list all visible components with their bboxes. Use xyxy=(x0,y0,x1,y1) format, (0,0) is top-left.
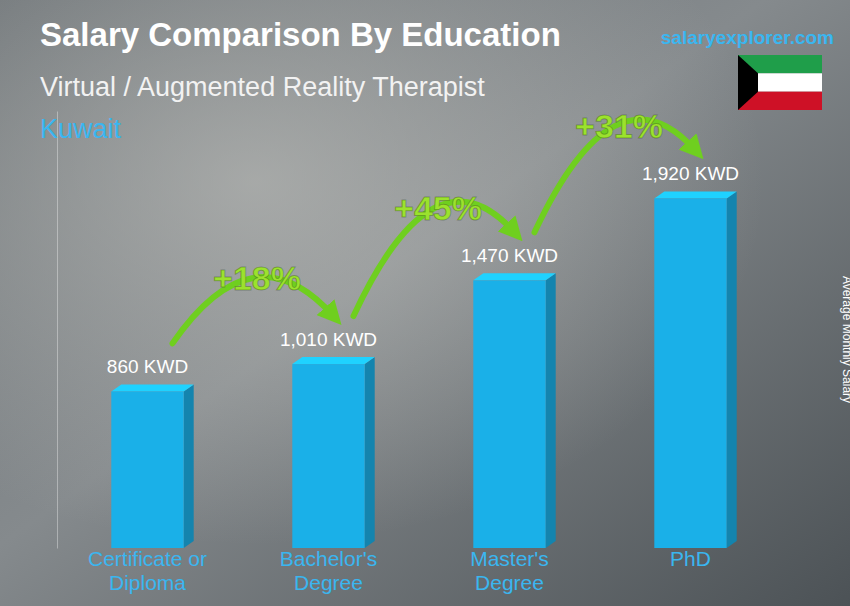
annotation: +45% xyxy=(394,189,482,227)
x-tick-label: Certificate orDiploma xyxy=(88,547,207,594)
x-tick-label: Master'sDegree xyxy=(470,547,549,594)
chart: Salary Comparison By Education Virtual / … xyxy=(0,0,850,606)
bar-side xyxy=(365,357,375,548)
flag xyxy=(738,55,822,110)
source: salaryexplorer.com xyxy=(661,27,834,48)
annotation: +18% xyxy=(213,259,301,297)
bar xyxy=(111,391,183,548)
data-label: 1,470 KWD xyxy=(461,245,558,266)
bars xyxy=(111,191,736,548)
background xyxy=(0,0,850,606)
data-label: 1,920 KWD xyxy=(642,163,739,184)
x-tick: Certificate orDiploma xyxy=(88,547,207,594)
y-axis xyxy=(57,112,58,549)
x-tick: Master'sDegree xyxy=(470,547,549,594)
x-tick-label: PhD xyxy=(670,547,711,570)
region: Kuwait xyxy=(40,114,122,144)
annotation: +31% xyxy=(575,107,663,145)
bar-top xyxy=(473,273,555,280)
data-label: 860 KWD xyxy=(107,356,188,377)
bar xyxy=(292,364,364,548)
bar-top xyxy=(292,357,374,364)
bar-side xyxy=(184,384,194,548)
bar-side xyxy=(546,273,556,548)
x-tick-label: Bachelor'sDegree xyxy=(280,547,377,594)
y-axis-line xyxy=(57,112,58,549)
y-axis-title: Average Monthly Salary xyxy=(840,276,850,403)
bar-side xyxy=(727,191,737,548)
bar xyxy=(654,198,726,548)
x-axis: Certificate orDiploma Bachelor'sDegree Mas… xyxy=(58,547,782,594)
flag-trapezoid xyxy=(738,55,758,110)
bar-top xyxy=(111,384,193,391)
bar-top xyxy=(654,191,736,198)
x-tick: PhD xyxy=(670,547,711,570)
annotations: +18% +45% +31% xyxy=(173,107,696,344)
x-tick: Bachelor'sDegree xyxy=(280,547,377,594)
bar xyxy=(473,280,545,548)
subtitle: Virtual / Augmented Reality Therapist xyxy=(40,72,485,102)
title: Salary Comparison By Education xyxy=(40,16,561,53)
data-label: 1,010 KWD xyxy=(280,329,377,350)
background-glow xyxy=(0,0,850,606)
